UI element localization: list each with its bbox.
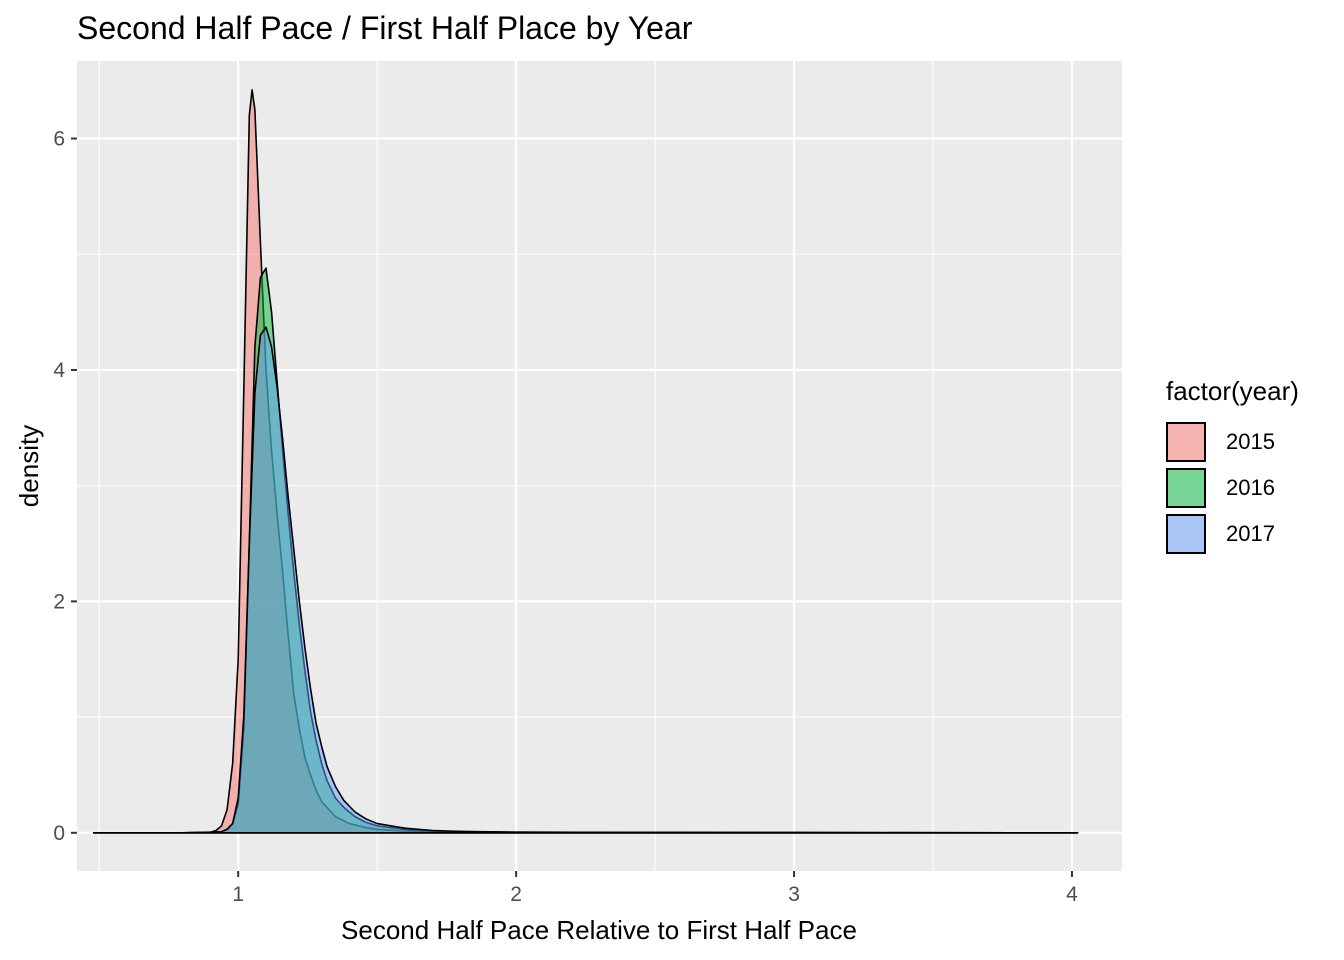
legend-item-2017: 2017 <box>1166 511 1299 557</box>
legend-key-2015 <box>1166 422 1206 462</box>
density-area-2017 <box>92 326 1079 834</box>
density-areas <box>92 89 1079 834</box>
axis-ticks: 1 2 3 4 0 2 4 6 <box>53 128 1078 906</box>
y-tick-label: 4 <box>53 359 65 382</box>
legend-key-2016 <box>1166 468 1206 508</box>
legend-label-2016: 2016 <box>1226 475 1275 500</box>
legend-item-2015: 2015 <box>1166 419 1299 465</box>
x-tick-label: 4 <box>1066 883 1078 906</box>
x-tick-label: 2 <box>510 883 522 906</box>
x-axis-title: Second Half Pace Relative to First Half … <box>341 915 857 945</box>
x-tick-label: 1 <box>232 883 244 906</box>
legend-label-2015: 2015 <box>1226 429 1275 454</box>
y-axis-title: density <box>14 425 44 507</box>
y-tick-label: 6 <box>53 128 65 151</box>
legend-title: factor(year) <box>1166 376 1299 406</box>
legend: factor(year) 2015 2016 2017 <box>1166 376 1299 557</box>
y-tick-label: 0 <box>53 822 65 845</box>
legend-label-2017: 2017 <box>1226 521 1275 546</box>
legend-key-2017 <box>1166 514 1206 554</box>
x-tick-label: 3 <box>788 883 800 906</box>
y-tick-label: 2 <box>53 590 65 613</box>
chart-title: Second Half Pace / First Half Place by Y… <box>77 10 693 46</box>
legend-item-2016: 2016 <box>1166 465 1299 511</box>
